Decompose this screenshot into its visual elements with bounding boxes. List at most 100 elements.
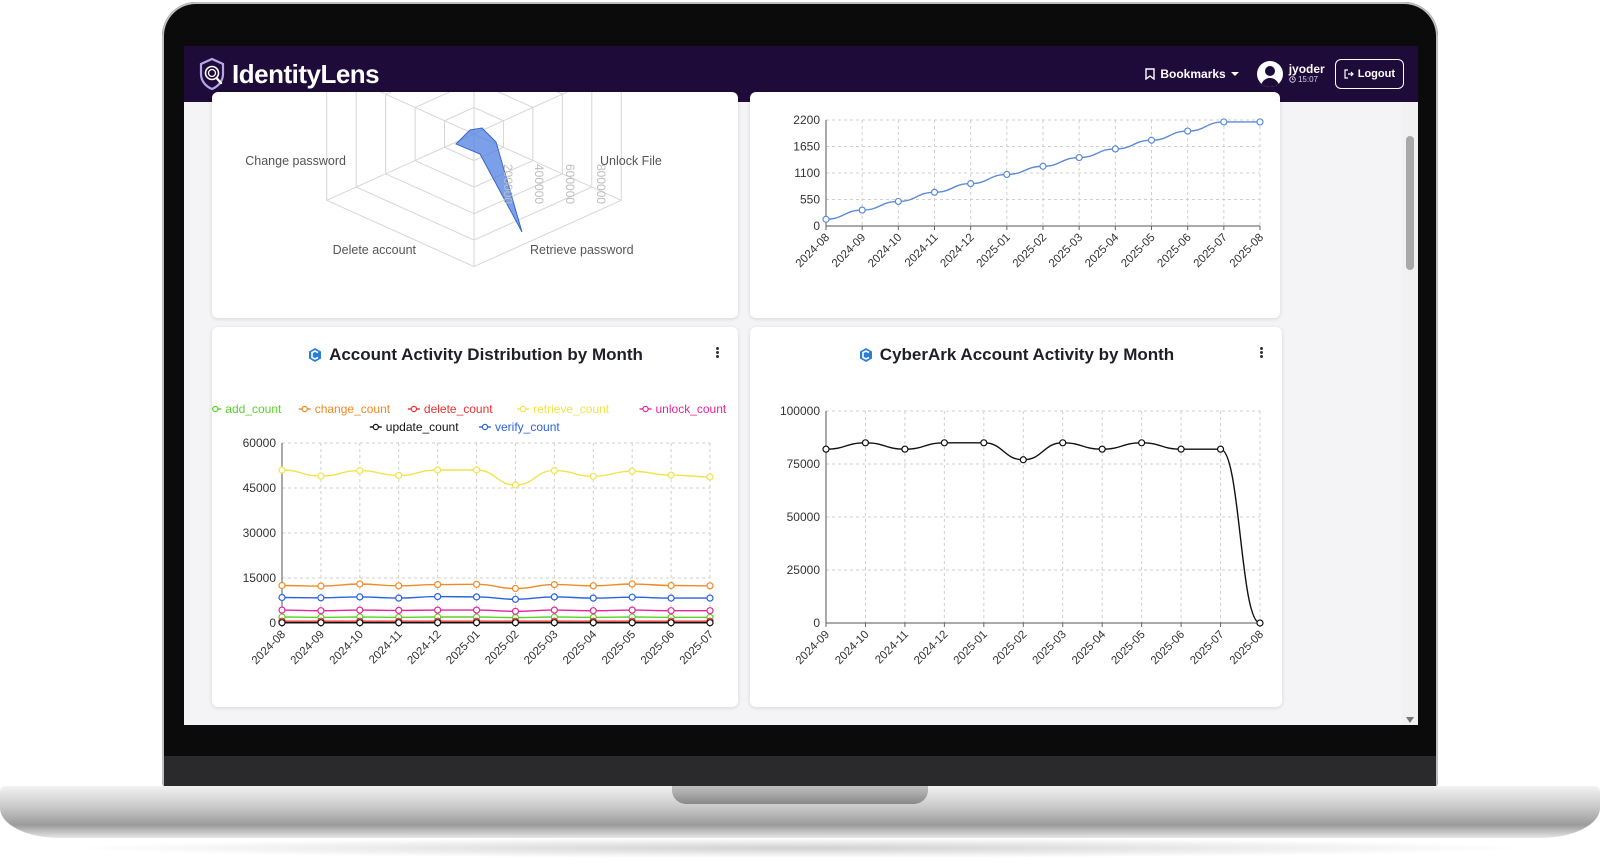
- verify_count-point: [667, 594, 675, 602]
- session-timer: 15:07: [1288, 75, 1325, 85]
- cyberark-point: [822, 445, 830, 453]
- x-tick-label: 2024-10: [866, 232, 904, 270]
- user-menu[interactable]: jyoder 15:07: [1256, 61, 1325, 87]
- cyberark-card: CyberArk Account Activity by Month 0 2500…: [750, 327, 1282, 707]
- retrieve_count-point: [706, 473, 714, 481]
- x-tick-label: 2025-04: [1083, 231, 1122, 270]
- retrieve_count-point: [589, 472, 597, 480]
- x-tick-label: 2025-04: [561, 628, 600, 667]
- x-tick-label: 2025-07: [1192, 232, 1230, 270]
- radar-spoke: [473, 133, 622, 201]
- change_count-legend-dot: [301, 405, 308, 413]
- x-tick-label: 2025-06: [1155, 232, 1193, 270]
- x-tick-label: 2024-09: [830, 232, 868, 270]
- scroll-down-arrow-icon[interactable]: [1406, 717, 1414, 723]
- verify_count-legend-label: verify_count: [495, 420, 560, 434]
- brand[interactable]: IdentityLens: [198, 56, 380, 92]
- x-tick-label: 2024-12: [938, 232, 976, 270]
- retrieve_count-legend-dot: [519, 405, 527, 413]
- change_count-point: [550, 581, 558, 589]
- change_count-legend-label: change_count: [315, 402, 391, 416]
- app-screen: IdentityLens Bookmarks jyoder: [184, 46, 1418, 725]
- update_count-point: [317, 619, 325, 627]
- x-tick-label: 2024-08: [794, 232, 832, 270]
- verify_count-point: [706, 594, 714, 602]
- clock-icon: [1288, 76, 1296, 83]
- x-tick-label: 2024-11: [367, 629, 405, 667]
- verify_count-point: [550, 593, 558, 601]
- growth-card: 0 550 1100 1650 2200 2024-08 2024-09 2024-10 202…: [750, 92, 1280, 318]
- update_count-point: [278, 619, 286, 627]
- username: jyoder: [1288, 62, 1325, 76]
- change_count-point: [511, 584, 520, 593]
- change_count-point: [667, 581, 675, 590]
- retrieve_count-legend-label: retrieve_count: [533, 402, 610, 416]
- change_count-point: [356, 580, 364, 588]
- x-tick-label: 2025-05: [1109, 629, 1147, 667]
- cyberark-line: [825, 442, 1261, 624]
- x-tick-label: 2025-06: [1149, 629, 1187, 667]
- growth-point: [1039, 162, 1047, 170]
- verify_count-point: [434, 593, 442, 601]
- radar-spoke: [379, 92, 475, 135]
- cyberark-point: [861, 439, 870, 447]
- logout-icon: [1344, 69, 1354, 79]
- cyberark-point: [1059, 439, 1067, 447]
- laptop-chin: [164, 756, 1436, 786]
- cyberark-point: [980, 439, 988, 447]
- x-tick-label: 2024-09: [794, 629, 832, 667]
- unlock_count-legend-label: unlock_count: [656, 402, 727, 416]
- retrieve_count-point: [628, 467, 636, 475]
- change_count-line: [281, 583, 711, 590]
- change_count-point: [589, 582, 597, 590]
- update_count-legend-dot: [372, 423, 379, 431]
- bookmarks-dropdown[interactable]: Bookmarks: [1145, 67, 1239, 81]
- retrieve_count-point: [550, 467, 558, 475]
- delete_count-legend-dot: [410, 405, 418, 413]
- y-tick-label: 0: [813, 616, 820, 630]
- growth-line-chart: 05501100165022002024-082024-092024-10202…: [793, 113, 1266, 270]
- session-time: 15:07: [1297, 75, 1318, 85]
- update_count-point: [395, 619, 403, 627]
- retrieve_count-point: [395, 471, 403, 479]
- scrollbar-thumb[interactable]: [1406, 136, 1414, 270]
- page-scrollbar[interactable]: [1402, 102, 1418, 725]
- radar-tick-label: 600000: [563, 164, 577, 204]
- y-tick-label: 2200: [793, 113, 820, 127]
- cyberark-kebab-menu-icon[interactable]: [1260, 347, 1264, 359]
- x-tick-label: 2025-03: [1031, 629, 1069, 667]
- x-tick-label: 2025-05: [1119, 232, 1157, 270]
- unlock_count-point: [278, 606, 286, 614]
- retrieve_count-point: [434, 466, 442, 474]
- y-tick-label: 0: [813, 219, 820, 233]
- growth-point: [1147, 136, 1156, 144]
- cyberark-title: CyberArk Account Activity by Month: [750, 345, 1282, 365]
- x-tick-label: 2024-11: [903, 232, 941, 270]
- change_count-point: [706, 582, 714, 590]
- verify_count-point: [278, 593, 286, 602]
- radar-indicator-label: Delete account: [333, 243, 417, 257]
- cyberark-point: [1098, 445, 1106, 453]
- distribution-kebab-menu-icon[interactable]: [716, 347, 720, 359]
- x-tick-label: 2025-03: [1047, 232, 1085, 270]
- retrieve_count-point: [667, 471, 675, 479]
- growth-point: [1111, 145, 1119, 153]
- growth-point: [1220, 118, 1228, 126]
- y-tick-label: 0: [269, 616, 276, 630]
- update_count-point: [550, 619, 558, 627]
- radar-spoke: [326, 133, 475, 201]
- y-tick-label: 45000: [243, 481, 277, 495]
- add_count-line: [281, 616, 710, 619]
- logout-button[interactable]: Logout: [1334, 59, 1404, 89]
- y-tick-label: 50000: [787, 510, 821, 524]
- add_count-legend-dot: [212, 405, 219, 413]
- laptop-notch: [672, 786, 928, 804]
- growth-point: [967, 179, 975, 188]
- radar-indicator-label: Retrieve password: [530, 243, 634, 257]
- growth-point: [1075, 153, 1083, 162]
- x-tick-label: 2024-12: [912, 629, 950, 667]
- cyberark-logo-icon: [859, 348, 872, 362]
- verify_count-point: [395, 594, 403, 602]
